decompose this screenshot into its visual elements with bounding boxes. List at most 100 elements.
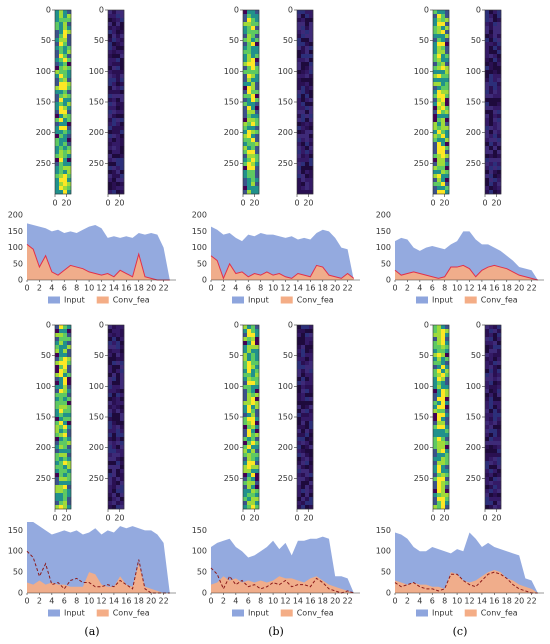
y-tick-label: 150 — [278, 98, 293, 107]
heatmap-pixel — [108, 377, 113, 382]
heatmap-pixel — [301, 497, 306, 502]
heatmap-pixel — [67, 170, 72, 175]
x-tick-label: 10 — [268, 597, 278, 606]
heatmap-pixel — [493, 369, 498, 374]
heatmap-pixel — [120, 26, 125, 31]
heatmap-pixel — [301, 349, 306, 354]
heatmap-pixel — [67, 58, 72, 63]
heatmap-pixel — [59, 14, 64, 19]
heatmap-pixel — [489, 361, 494, 366]
heatmap-pixel — [116, 465, 121, 470]
heatmap-pixel — [243, 437, 248, 442]
heatmap-pixel — [255, 42, 260, 47]
heatmap-pixel — [108, 337, 113, 342]
heatmap-pixel — [485, 190, 490, 195]
heatmap-pixel — [108, 385, 113, 390]
heatmap-pixel — [247, 333, 252, 338]
heatmap-pixel — [441, 369, 446, 374]
heatmap-pixel — [489, 54, 494, 59]
heatmap-pixel — [120, 186, 125, 191]
heatmap-pixel — [243, 457, 248, 462]
heatmap-pixel — [55, 393, 60, 398]
heatmap-pixel — [55, 58, 60, 63]
heatmap-pixel — [108, 142, 113, 147]
heatmap-pixel — [112, 154, 117, 159]
heatmap-pixel — [55, 417, 60, 422]
heatmap-pixel — [441, 433, 446, 438]
heatmap-pixel — [433, 166, 438, 171]
heatmap-pixel — [59, 393, 64, 398]
heatmap-pixel — [243, 54, 248, 59]
heatmap-pixel — [55, 110, 60, 115]
heatmap-pixel — [485, 118, 490, 123]
heatmap-pixel — [251, 381, 256, 386]
heatmap-pixel — [433, 138, 438, 143]
heatmap-pixel — [433, 453, 438, 458]
heatmap-pixel — [437, 162, 442, 167]
heatmap-pixel — [255, 473, 260, 478]
heatmap-pixel — [437, 469, 442, 474]
heatmap-pixel — [433, 477, 438, 482]
heatmap-pixel — [497, 441, 502, 446]
heatmap-pixel — [116, 170, 121, 175]
heatmap-pixel — [297, 357, 302, 362]
heatmap-pixel — [441, 70, 446, 75]
heatmap-pixel — [112, 162, 117, 167]
heatmap-pixel — [301, 393, 306, 398]
heatmap-pixel — [497, 489, 502, 494]
heatmap-pixel — [59, 461, 64, 466]
heatmap-pixel — [485, 369, 490, 374]
heatmap-pixel — [243, 465, 248, 470]
heatmap-pixel — [247, 110, 252, 115]
heatmap-pixel — [112, 465, 117, 470]
heatmap-pixel — [247, 174, 252, 179]
series-line — [394, 264, 538, 281]
heatmap-pixel — [243, 373, 248, 378]
heatmap-pixel — [63, 14, 68, 19]
heatmap-pixel — [108, 381, 113, 386]
heatmap-pixel — [441, 90, 446, 95]
heatmap-pixel — [437, 421, 442, 426]
legend-swatch — [280, 609, 293, 617]
heatmap-pixel — [493, 333, 498, 338]
heatmap-pixel — [309, 425, 314, 430]
heatmap-pixel — [441, 349, 446, 354]
heatmap-pixel — [116, 361, 121, 366]
heatmap-pixel — [255, 34, 260, 39]
heatmap-pixel — [120, 138, 125, 143]
heatmap-pixel — [251, 86, 256, 91]
heatmap-pixel — [497, 38, 502, 43]
heatmap-pixel — [55, 138, 60, 143]
heatmap-pixel — [301, 110, 306, 115]
heatmap-pixel — [301, 369, 306, 374]
legend-swatch — [48, 609, 60, 617]
heatmap-pixel — [112, 329, 117, 334]
heatmap-pixel — [433, 485, 438, 490]
heatmap-pixel — [445, 497, 450, 502]
heatmap-pixel — [67, 154, 72, 159]
heatmap-pixel — [433, 489, 438, 494]
heatmap-pixel — [441, 449, 446, 454]
heatmap-pixel — [309, 461, 314, 466]
caption: (c) — [453, 625, 468, 638]
heatmap-pixel — [489, 437, 494, 442]
heatmap-pixel — [67, 389, 72, 394]
heatmap-pixel — [445, 70, 450, 75]
heatmap-pixel — [255, 365, 260, 370]
heatmap-pixel — [445, 58, 450, 63]
heatmap-pixel — [297, 146, 302, 151]
heatmap-pixel — [445, 130, 450, 135]
heatmap-pixel — [489, 130, 494, 135]
heatmap-pixel — [305, 429, 310, 434]
heatmap-pixel — [497, 170, 502, 175]
heatmap-pixel — [108, 353, 113, 358]
heatmap-pixel — [67, 130, 72, 135]
heatmap-pixel — [243, 493, 248, 498]
x-tick-label: 0 — [208, 597, 213, 606]
heatmap-pixel — [497, 74, 502, 79]
heatmap-pixel — [497, 353, 502, 358]
heatmap-pixel — [59, 46, 64, 51]
heatmap-pixel — [485, 325, 490, 330]
y-tick-label: 100 — [36, 382, 51, 391]
heatmap-pixel — [497, 365, 502, 370]
